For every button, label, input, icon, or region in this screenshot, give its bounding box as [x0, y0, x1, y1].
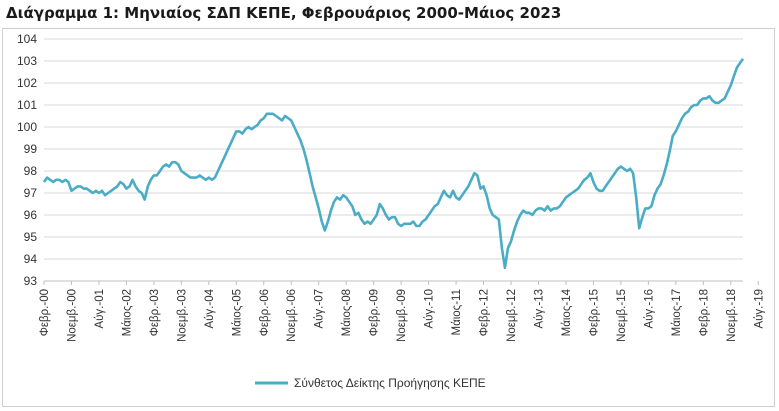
x-tick-label: Νοεμβ.-06: [286, 289, 298, 342]
y-tick-label: 96: [24, 208, 38, 222]
x-tick-label: Μάιος-05: [231, 289, 243, 336]
y-tick-label: 100: [17, 120, 37, 134]
chart-frame: 93 94 95 96 97 98 99 100 101 102 103 104 Φεβρ.-00 Νο…: [2, 28, 775, 407]
gridlines: [44, 38, 743, 282]
x-tick-label: Μάιος-08: [341, 289, 353, 336]
x-tick-label: Φεβρ.-15: [588, 289, 600, 336]
y-tick-label: 97: [24, 186, 38, 200]
x-tick-label: Αύγ.-13: [533, 289, 545, 329]
y-tick-label: 98: [24, 164, 38, 178]
y-tick-label: 103: [17, 54, 37, 68]
y-axis-ticks: 93 94 95 96 97 98 99 100 101 102 103 104: [17, 32, 37, 288]
y-tick-label: 94: [24, 252, 38, 266]
y-tick-label: 95: [24, 230, 38, 244]
x-tick-label: Φεβρ.-06: [259, 289, 271, 336]
x-tick-label: Αύγ.-19: [753, 289, 765, 329]
y-tick-label: 101: [17, 98, 37, 112]
x-tick-label: Φεβρ.-12: [479, 289, 491, 336]
x-axis-ticks: Φεβρ.-00 Νοεμβ.-00 Αύγ.-01 Μάιος-02 Φεβρ.-03…: [39, 281, 765, 342]
x-tick-label: Νοεμβ.-00: [66, 289, 78, 342]
x-tick-label: Νοεμβ.-18: [726, 289, 738, 342]
y-tick-label: 102: [17, 76, 37, 90]
x-tick-label: Μάιος-14: [561, 288, 573, 336]
line-chart: 93 94 95 96 97 98 99 100 101 102 103 104 Φεβρ.-00 Νο…: [17, 32, 765, 390]
x-tick-label: Αύγ.-16: [643, 289, 655, 329]
x-tick-label: Αύγ.-04: [204, 288, 216, 328]
x-tick-label: Νοεμβ.-15: [616, 289, 628, 342]
x-tick-label: Μάιος-17: [671, 289, 683, 336]
series-line: [42, 58, 745, 270]
x-tick-label: Νοεμβ.-12: [506, 289, 518, 342]
x-tick-label: Αύγ.-01: [94, 289, 106, 329]
chart-title: Διάγραμμα 1: Μηνιαίος ΣΔΠ ΚΕΠΕ, Φεβρουάρ…: [6, 4, 562, 22]
x-tick-label: Φεβρ.-18: [698, 289, 710, 336]
x-tick-label: Αύγ.-07: [314, 289, 326, 329]
x-tick-label: Νοεμβ.-09: [396, 289, 408, 342]
x-tick-label: Μάιος-02: [121, 289, 133, 336]
y-tick-label: 93: [24, 274, 38, 288]
legend-label: Σύνθετος Δείκτης Προήγησης ΚΕΠΕ: [294, 376, 486, 390]
y-tick-label: 104: [17, 32, 37, 46]
x-tick-label: Νοεμβ.-03: [176, 289, 188, 342]
x-tick-label: Φεβρ.-09: [369, 289, 381, 336]
x-tick-label: Μάιος-11: [451, 289, 463, 336]
legend: Σύνθετος Δείκτης Προήγησης ΚΕΠΕ: [255, 376, 486, 390]
x-tick-label: Φεβρ.-03: [149, 289, 161, 336]
y-tick-label: 99: [24, 142, 38, 156]
x-tick-label: Αύγ.-10: [424, 289, 436, 329]
series-layer: [42, 58, 745, 270]
x-tick-label: Φεβρ.-00: [39, 289, 51, 336]
